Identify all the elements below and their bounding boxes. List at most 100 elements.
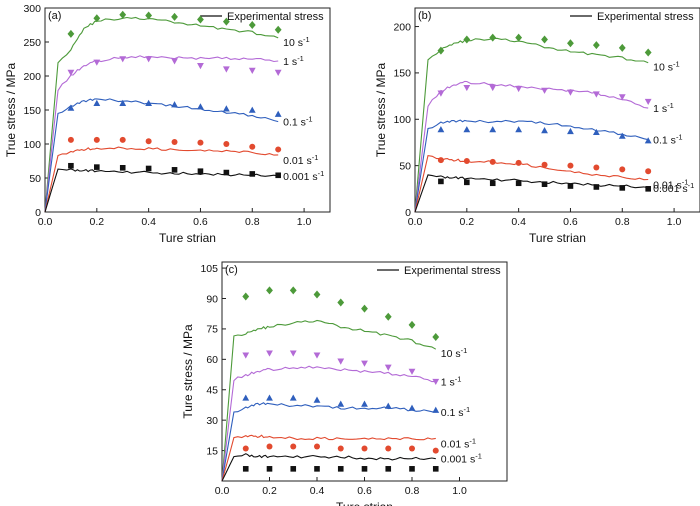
panel-label: (c)	[225, 264, 238, 276]
experimental-point	[93, 59, 101, 66]
experimental-point	[567, 127, 574, 135]
series-0_01-s: 0.01 s-1	[44, 136, 318, 213]
x-tick-label: 0.8	[615, 216, 630, 228]
experimental-point	[541, 87, 548, 94]
experimental-point	[515, 33, 523, 42]
predicted-curve	[44, 98, 279, 213]
experimental-point	[592, 41, 600, 50]
experimental-point	[67, 104, 75, 111]
experimental-point	[337, 466, 344, 472]
strain-rate-label: 0.1 s-1	[653, 133, 682, 147]
experimental-point	[145, 11, 153, 20]
experimental-point	[171, 101, 178, 108]
experimental-point	[384, 364, 392, 371]
x-tick-label: 0.2	[262, 485, 277, 497]
experimental-point	[266, 466, 273, 472]
x-tick-label: 1.0	[297, 216, 312, 228]
series-0_01-s: 0.01 s-1	[414, 154, 688, 213]
experimental-point	[93, 136, 100, 143]
experimental-point	[266, 394, 273, 401]
predicted-curve	[44, 55, 279, 213]
panel-c-chart: 0.0 0.2 0.4 0.6 0.8 1.0 15 30 45 60 75 90 105 Ture st…	[181, 261, 508, 506]
experimental-point	[266, 443, 273, 450]
experimental-point	[464, 179, 470, 186]
experimental-point	[567, 39, 574, 48]
panel-label: (a)	[48, 10, 61, 22]
strain-rate-label: 1 s-1	[653, 101, 674, 115]
experimental-point	[274, 25, 282, 34]
experimental-point	[223, 169, 230, 176]
experimental-point	[463, 126, 471, 133]
experimental-point	[171, 167, 178, 173]
experimental-point	[290, 443, 297, 450]
experimental-point	[408, 320, 416, 329]
predicted-curve	[414, 80, 649, 213]
x-tick-label: 0.6	[357, 485, 372, 497]
experimental-point	[266, 286, 273, 295]
experimental-point	[489, 33, 497, 42]
experimental-point	[197, 15, 204, 24]
experimental-point	[619, 185, 626, 191]
experimental-point	[489, 180, 496, 187]
series-0_001-s: 0.001 s-1	[221, 452, 482, 482]
x-tick-label: 0.6	[193, 216, 208, 228]
y-tick-label: 200	[393, 21, 411, 33]
x-tick-label: 0.6	[563, 216, 578, 228]
series-0_1-s: 0.1 s-1	[414, 119, 683, 213]
experimental-point	[249, 143, 256, 150]
experimental-point	[313, 352, 321, 359]
experimental-point	[644, 137, 652, 144]
experimental-point	[67, 136, 74, 143]
experimental-point	[432, 447, 439, 454]
experimental-point	[515, 159, 522, 166]
legend-label: Experimental stress	[597, 11, 694, 23]
strain-rate-label: 0.1 s-1	[441, 405, 470, 419]
strain-rate-label: 0.01 s-1	[441, 436, 476, 450]
experimental-point	[541, 181, 548, 187]
x-axis-title: Ture strian	[529, 231, 586, 245]
x-tick-label: 0.8	[405, 485, 420, 497]
experimental-point	[541, 35, 548, 44]
experimental-point	[645, 186, 651, 192]
panel-a-chart: 0.0 0.2 0.4 0.6 0.8 1.0 0 50 100 150 200 250 300 Ture…	[4, 3, 331, 245]
experimental-point	[408, 368, 416, 375]
experimental-point	[145, 165, 152, 172]
y-tick-label: 15	[206, 445, 218, 457]
x-tick-label: 0.8	[245, 216, 260, 228]
x-tick-label: 0.0	[38, 216, 53, 228]
experimental-point	[93, 14, 101, 23]
experimental-point	[274, 110, 282, 117]
experimental-point	[361, 304, 368, 313]
strain-rate-label: 10 s-1	[283, 35, 310, 49]
strain-rate-label: 1 s-1	[441, 375, 462, 389]
legend-label: Experimental stress	[227, 11, 324, 23]
y-axis-title: True stress / MPa	[374, 63, 388, 158]
legend-label: Experimental stress	[404, 265, 501, 277]
experimental-point	[67, 69, 75, 76]
experimental-point	[432, 378, 440, 386]
experimental-point	[361, 466, 368, 472]
experimental-point	[384, 402, 392, 409]
experimental-point	[432, 406, 440, 413]
experimental-point	[619, 166, 626, 173]
x-tick-label: 0.4	[141, 216, 156, 228]
experimental-point	[242, 292, 250, 301]
experimental-point	[541, 161, 548, 168]
experimental-point	[408, 404, 416, 411]
predicted-curve	[221, 365, 436, 482]
experimental-point	[463, 35, 471, 44]
experimental-point	[197, 63, 204, 70]
y-tick-label: 50	[399, 160, 411, 172]
series-0_001-s: 0.001 s-1	[44, 162, 324, 213]
series-1-s: 1 s-1	[414, 80, 674, 213]
experimental-point	[289, 286, 297, 295]
experimental-point	[432, 333, 440, 342]
experimental-point	[222, 105, 230, 112]
experimental-point	[119, 56, 127, 63]
experimental-point	[489, 84, 497, 92]
y-tick-label: 105	[200, 263, 218, 275]
experimental-point	[432, 466, 439, 472]
experimental-point	[593, 164, 600, 171]
experimental-point	[337, 298, 345, 307]
y-tick-label: 60	[206, 354, 218, 366]
